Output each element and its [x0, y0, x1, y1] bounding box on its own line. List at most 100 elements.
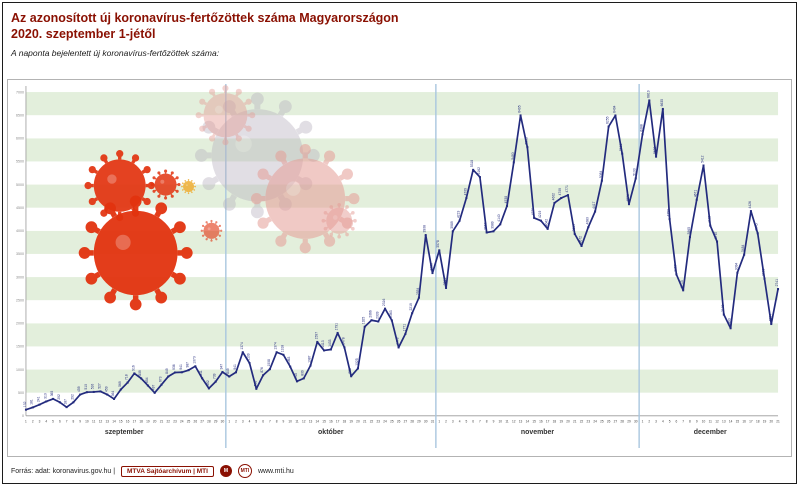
svg-text:4000: 4000 — [16, 229, 24, 233]
svg-text:1925: 1925 — [362, 317, 366, 325]
svg-text:28: 28 — [620, 419, 624, 423]
svg-text:592: 592 — [206, 380, 210, 386]
svg-text:459: 459 — [77, 386, 81, 392]
svg-text:527: 527 — [97, 383, 101, 389]
svg-text:654: 654 — [145, 377, 149, 383]
svg-text:11: 11 — [709, 419, 713, 423]
svg-text:3767: 3767 — [714, 231, 718, 239]
svg-text:459: 459 — [104, 386, 108, 392]
svg-text:1500: 1500 — [16, 345, 24, 349]
svg-text:25: 25 — [187, 419, 191, 423]
grid-bands — [25, 92, 779, 416]
svg-text:13: 13 — [105, 419, 109, 423]
svg-text:1413: 1413 — [321, 340, 325, 348]
svg-text:1791: 1791 — [335, 323, 339, 331]
svg-text:28: 28 — [207, 419, 211, 423]
svg-text:583: 583 — [253, 381, 257, 387]
svg-text:12: 12 — [99, 419, 103, 423]
svg-text:2713: 2713 — [680, 280, 684, 288]
svg-text:500: 500 — [18, 391, 24, 395]
svg-text:16: 16 — [329, 419, 333, 423]
svg-text:5480: 5480 — [511, 152, 515, 160]
svg-text:6500: 6500 — [16, 113, 24, 117]
svg-text:5: 5 — [465, 419, 467, 423]
svg-text:31: 31 — [431, 419, 435, 423]
svg-text:5000: 5000 — [16, 183, 24, 187]
svg-text:27: 27 — [200, 419, 204, 423]
svg-text:5412: 5412 — [701, 155, 705, 163]
svg-text:1139: 1139 — [247, 353, 251, 360]
svg-text:2: 2 — [235, 419, 237, 423]
svg-text:23: 23 — [587, 419, 591, 423]
svg-text:8: 8 — [276, 419, 278, 423]
svg-text:132: 132 — [23, 401, 27, 407]
svg-text:4219: 4219 — [538, 211, 542, 219]
svg-text:3: 3 — [452, 419, 454, 423]
svg-text:25: 25 — [390, 419, 394, 423]
mti-logo-icon: MTI — [237, 464, 252, 478]
svg-text:4671: 4671 — [694, 190, 698, 198]
chart-area: 0 500 1000 1500 2000 2500 3000 3500 4000 4500 5000… — [7, 79, 792, 457]
svg-text:181: 181 — [30, 399, 34, 405]
svg-text:30: 30 — [424, 419, 428, 423]
virus-icon — [150, 169, 181, 200]
svg-text:25: 25 — [600, 419, 604, 423]
svg-text:14: 14 — [316, 419, 320, 423]
svg-text:10: 10 — [498, 419, 502, 423]
svg-text:4426: 4426 — [748, 201, 752, 209]
svg-text:855: 855 — [348, 368, 352, 374]
svg-text:7: 7 — [66, 419, 68, 423]
svg-text:673: 673 — [158, 376, 162, 382]
svg-text:6: 6 — [676, 419, 678, 423]
svg-text:2554: 2554 — [416, 288, 420, 296]
svg-text:1: 1 — [438, 419, 440, 423]
svg-text:12: 12 — [302, 419, 306, 423]
svg-text:4771: 4771 — [565, 185, 569, 193]
svg-text:5: 5 — [52, 419, 54, 423]
svg-text:987: 987 — [186, 362, 190, 368]
svg-text:november: november — [521, 429, 555, 436]
svg-text:9: 9 — [79, 419, 81, 423]
svg-text:3: 3 — [242, 419, 244, 423]
svg-text:4112: 4112 — [707, 216, 711, 223]
svg-text:809: 809 — [301, 370, 305, 376]
svg-text:809: 809 — [138, 370, 142, 376]
svg-text:811: 811 — [199, 370, 203, 375]
svg-text:2189: 2189 — [721, 304, 725, 312]
svg-text:4709: 4709 — [463, 188, 467, 196]
svg-text:1893: 1893 — [728, 318, 732, 326]
svg-text:2219: 2219 — [409, 303, 413, 311]
svg-text:2066: 2066 — [369, 310, 373, 318]
svg-text:1478: 1478 — [396, 337, 400, 345]
svg-text:4253: 4253 — [667, 209, 671, 217]
title-line-1: Az azonosított új koronavírus-fertőzötte… — [11, 11, 399, 25]
svg-text:9: 9 — [696, 419, 698, 423]
svg-text:3578: 3578 — [436, 240, 440, 248]
svg-text:876: 876 — [260, 367, 264, 373]
svg-text:15: 15 — [119, 419, 123, 423]
svg-text:20: 20 — [566, 419, 570, 423]
chart-subtitle: A naponta bejelentett új koronavírus-fer… — [11, 47, 220, 58]
svg-text:27: 27 — [614, 419, 618, 423]
svg-text:3989: 3989 — [490, 221, 494, 229]
website-link[interactable]: www.mti.hu — [257, 467, 294, 475]
svg-text:19: 19 — [763, 419, 767, 423]
svg-text:7: 7 — [479, 419, 481, 423]
svg-text:27: 27 — [404, 419, 408, 423]
x-axis-labels: 1 2 3 4 5 6 7 8 9 10 11 12 13 14 15 16 17 18 19 20 21 22 23 24 2… — [25, 419, 780, 436]
svg-text:1: 1 — [642, 419, 644, 423]
svg-text:22: 22 — [580, 419, 584, 423]
svg-text:15: 15 — [736, 419, 740, 423]
svg-text:5: 5 — [669, 419, 671, 423]
svg-text:8: 8 — [72, 419, 74, 423]
svg-text:916: 916 — [131, 365, 135, 371]
svg-text:19: 19 — [146, 419, 150, 423]
svg-text:745: 745 — [294, 373, 298, 379]
svg-text:4500: 4500 — [16, 206, 24, 210]
svg-text:365: 365 — [50, 391, 54, 397]
svg-text:4042: 4042 — [545, 219, 549, 227]
svg-text:1984: 1984 — [768, 314, 772, 322]
svg-text:13: 13 — [519, 419, 523, 423]
svg-text:516: 516 — [91, 384, 95, 390]
